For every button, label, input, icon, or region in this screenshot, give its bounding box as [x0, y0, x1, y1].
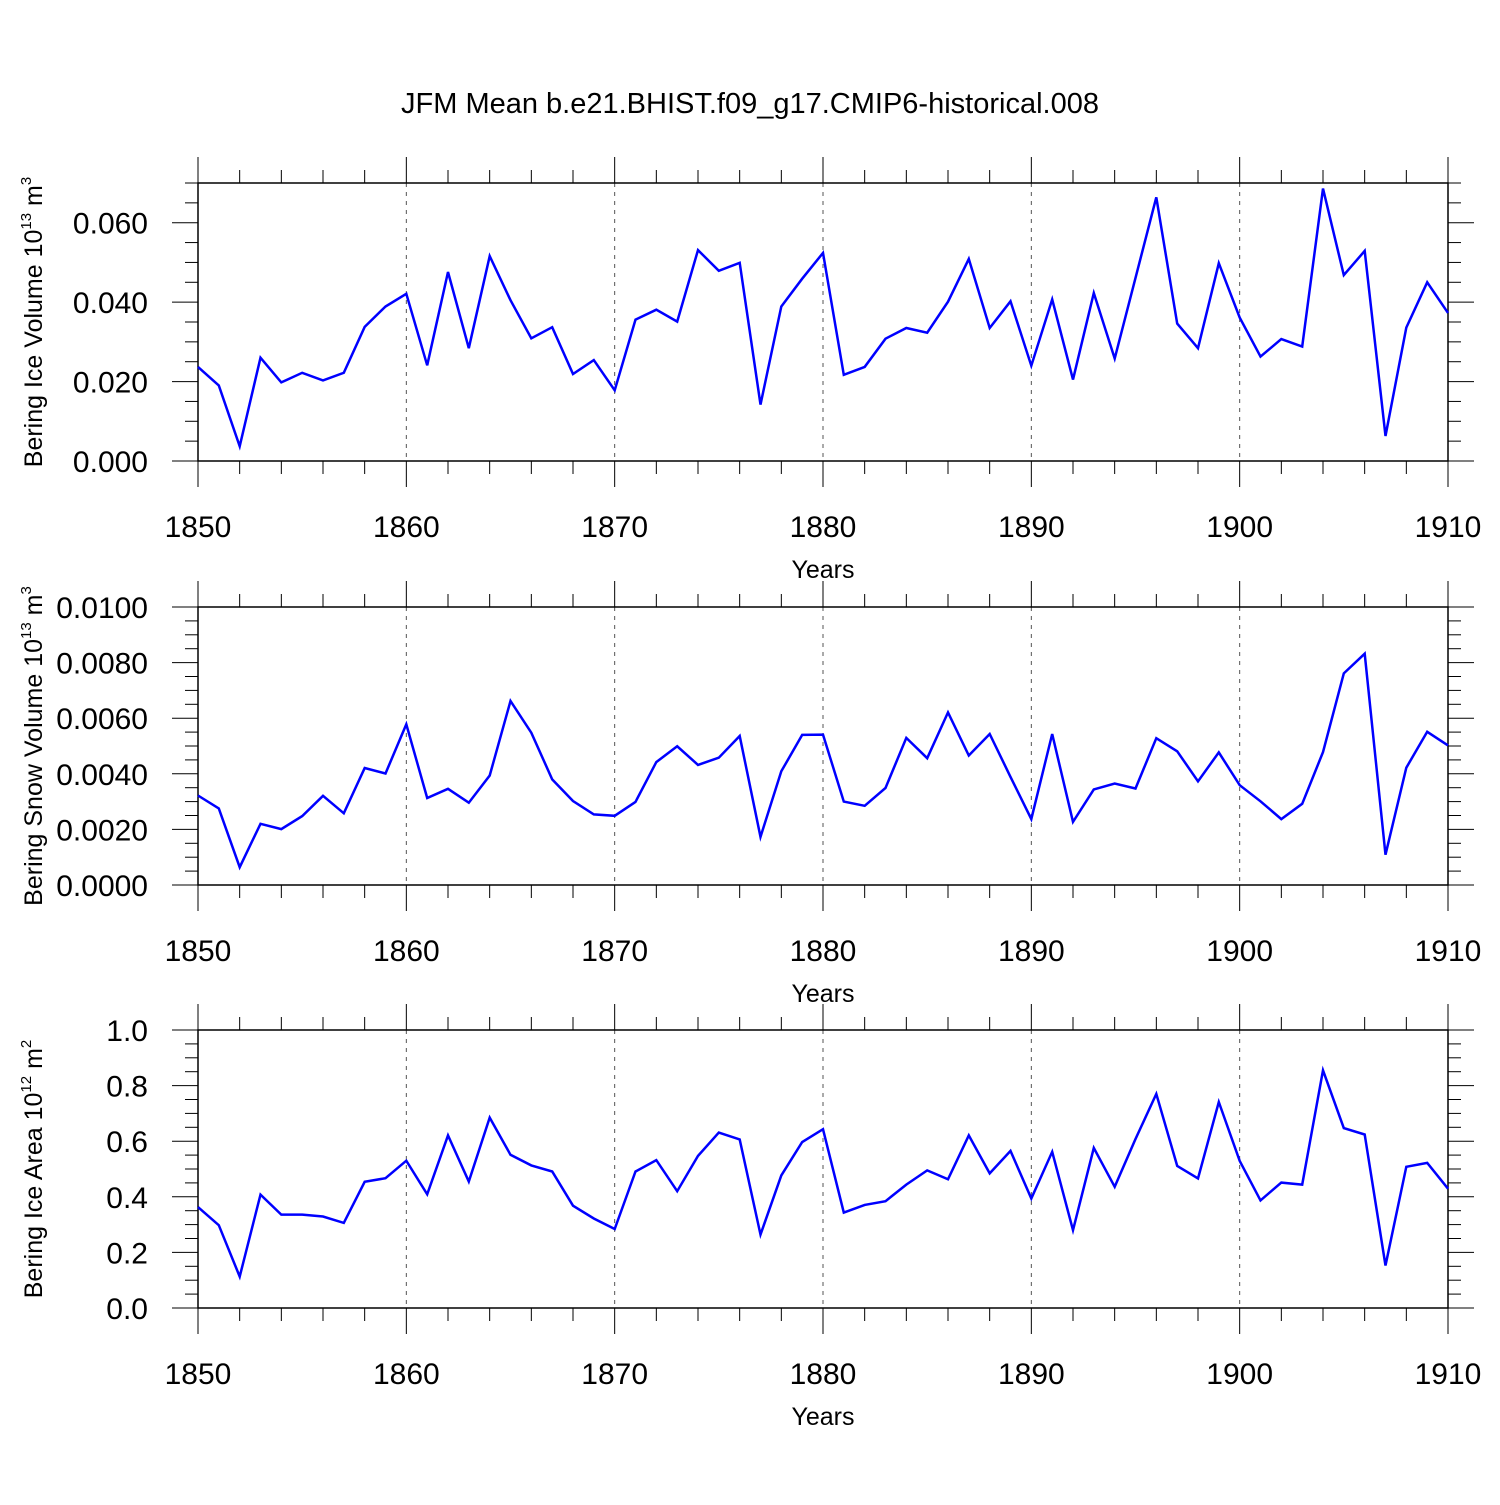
- chart-panel-1: 0.000 0.020 0.040 0.060 1850 1860 1870 1880 1890…: [18, 157, 1481, 584]
- figure-title: JFM Mean b.e21.BHIST.f09_g17.CMIP6-histo…: [401, 88, 1099, 120]
- y-tick-label: 0.0000: [56, 870, 148, 903]
- y-tick-label: 0.0040: [56, 759, 148, 792]
- x-tick-label: 1850: [165, 1358, 232, 1391]
- y-tick-label: 0.0020: [56, 814, 148, 847]
- x-tick-label: 1860: [373, 1358, 440, 1391]
- x-axis-label: Years: [791, 980, 854, 1008]
- x-tick-label: 1860: [373, 511, 440, 544]
- x-tick-label: 1870: [581, 935, 648, 968]
- x-tick-label: 1870: [581, 1358, 648, 1391]
- series-line-1: [197, 1065, 1449, 1281]
- x-tick-label: 1850: [165, 511, 232, 544]
- y-tick-label: 0.0060: [56, 703, 148, 736]
- x-tick-label: 1900: [1206, 511, 1273, 544]
- y-axis-label: Bering Ice Volume 1013 m3: [18, 177, 48, 467]
- series-line-1: [197, 651, 1449, 871]
- x-tick-label: 1910: [1415, 935, 1482, 968]
- y-tick-label: 0.0080: [56, 648, 148, 681]
- x-tick-label: 1890: [998, 935, 1065, 968]
- x-tick-label: 1870: [581, 511, 648, 544]
- y-tick-label: 0.000: [73, 446, 148, 479]
- y-tick-label: 0.0: [106, 1293, 148, 1326]
- y-tick-label: 0.020: [73, 367, 148, 400]
- y-tick-label: 0.2: [106, 1237, 148, 1270]
- x-tick-label: 1880: [790, 511, 857, 544]
- chart-panel-2: 0.0000 0.0020 0.0040 0.0060 0.0080 0.0100 1850…: [18, 581, 1481, 1008]
- x-axis-label: Years: [791, 556, 854, 584]
- y-tick-label: 0.060: [73, 208, 148, 241]
- y-tick-label: 0.0100: [56, 592, 148, 625]
- x-tick-label: 1850: [165, 935, 232, 968]
- y-tick-label: 0.4: [106, 1182, 148, 1215]
- series-line-1: [197, 188, 1450, 451]
- x-tick-label: 1890: [998, 1358, 1065, 1391]
- y-tick-label: 1.0: [106, 1015, 148, 1048]
- x-tick-label: 1900: [1206, 1358, 1273, 1391]
- y-axis-label: Bering Snow Volume 1013 m3: [18, 586, 48, 906]
- y-tick-label: 0.040: [73, 287, 148, 320]
- y-tick-label: 0.8: [106, 1071, 148, 1104]
- x-tick-label: 1910: [1415, 511, 1482, 544]
- x-axis-label: Years: [791, 1403, 854, 1431]
- x-tick-label: 1910: [1415, 1358, 1482, 1391]
- x-tick-label: 1890: [998, 511, 1065, 544]
- chart-panel-3: 0.0 0.2 0.4 0.6 0.8 1.0 1850 1860 1870 1880 1890 19…: [18, 1004, 1481, 1431]
- x-tick-label: 1900: [1206, 935, 1273, 968]
- x-tick-label: 1880: [790, 1358, 857, 1391]
- x-tick-label: 1860: [373, 935, 440, 968]
- y-tick-label: 0.6: [106, 1126, 148, 1159]
- x-tick-label: 1880: [790, 935, 857, 968]
- y-axis-label: Bering Ice Area 1012 m2: [18, 1040, 48, 1299]
